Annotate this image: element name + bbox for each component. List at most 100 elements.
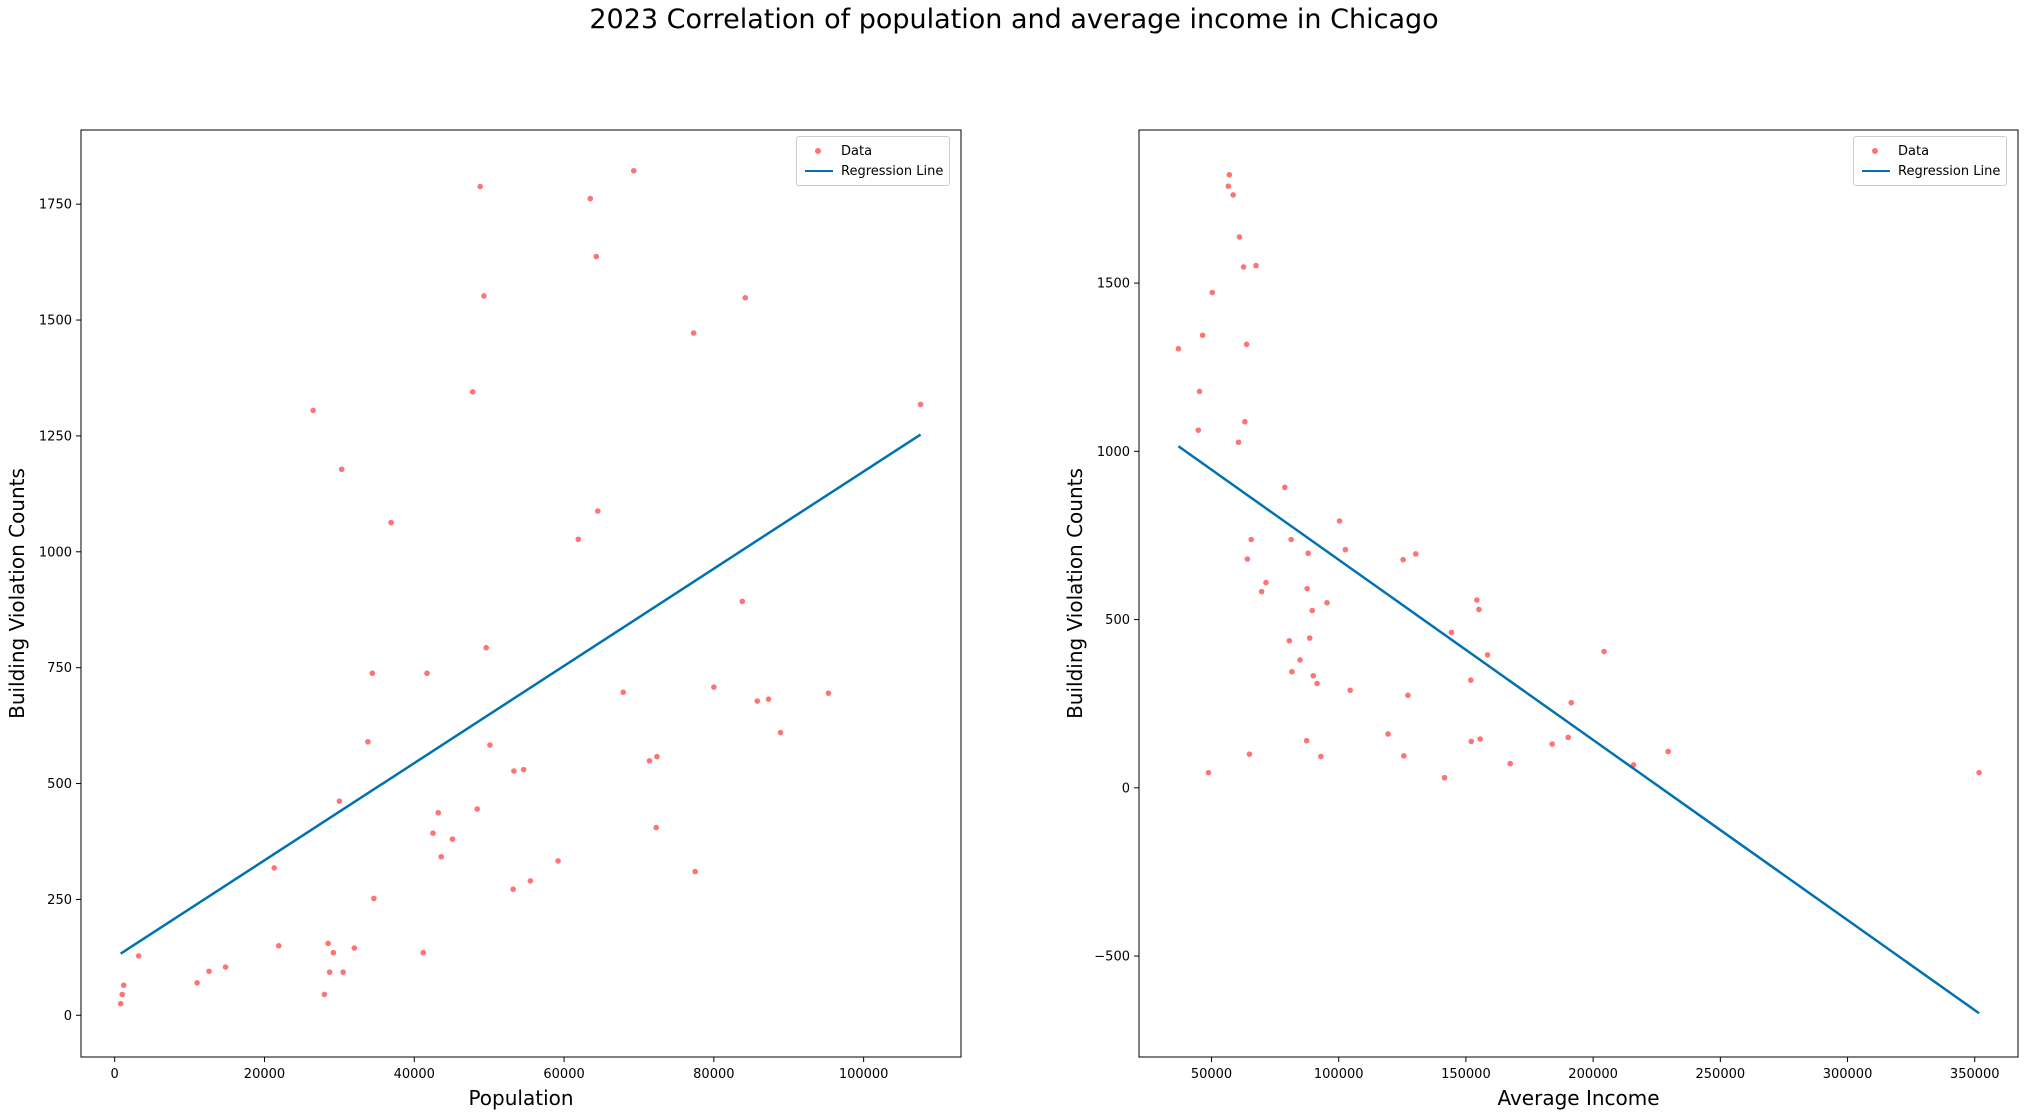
y-tick-label: 1000 bbox=[1097, 445, 1130, 460]
data-point bbox=[325, 940, 331, 947]
data-point bbox=[1665, 748, 1671, 755]
y-tick-label: 1250 bbox=[39, 429, 72, 444]
data-point bbox=[388, 519, 394, 526]
data-point bbox=[1225, 183, 1232, 189]
data-point bbox=[117, 1000, 124, 1007]
data-point bbox=[487, 742, 493, 748]
legend-marker-dot bbox=[815, 148, 821, 154]
data-point bbox=[351, 945, 358, 951]
data-point bbox=[646, 758, 653, 764]
data-point bbox=[630, 167, 637, 174]
x-tick-label: 40000 bbox=[394, 1067, 435, 1082]
data-point bbox=[424, 670, 430, 677]
legend-entry-data: Data bbox=[803, 141, 943, 161]
data-point bbox=[754, 698, 761, 704]
data-point bbox=[1230, 192, 1236, 198]
data-point bbox=[654, 753, 660, 760]
data-point bbox=[620, 689, 627, 696]
data-point bbox=[474, 806, 480, 812]
plot-frame bbox=[80, 129, 962, 1058]
regression-line bbox=[120, 433, 922, 955]
data-point bbox=[825, 690, 832, 696]
data-point bbox=[1601, 648, 1607, 655]
data-point bbox=[520, 766, 527, 773]
data-point bbox=[1175, 345, 1182, 352]
y-tick-label: 500 bbox=[1105, 613, 1130, 628]
data-point bbox=[369, 670, 376, 677]
data-point bbox=[1476, 606, 1482, 613]
data-point bbox=[1468, 738, 1475, 745]
legend-entry-data: Data bbox=[1860, 141, 2000, 161]
data-point bbox=[1549, 741, 1555, 747]
x-tick-label: 100000 bbox=[1314, 1067, 1364, 1082]
y-tick-label: 750 bbox=[47, 661, 72, 676]
data-point bbox=[365, 739, 371, 745]
data-point bbox=[1281, 484, 1288, 491]
y-tick-label: 0 bbox=[1122, 781, 1130, 796]
data-point bbox=[1199, 332, 1206, 339]
data-point bbox=[435, 809, 442, 816]
data-point bbox=[593, 253, 600, 260]
legend-marker-line bbox=[805, 170, 833, 172]
data-point bbox=[1565, 734, 1571, 741]
data-point bbox=[1342, 546, 1349, 553]
data-point bbox=[1240, 264, 1247, 270]
data-point bbox=[777, 729, 784, 736]
figure-title: 2023 Correlation of population and avera… bbox=[589, 4, 1439, 35]
data-point bbox=[1288, 536, 1294, 543]
data-point bbox=[469, 389, 476, 395]
data-point bbox=[1209, 289, 1216, 296]
data-point bbox=[1304, 585, 1310, 592]
data-point bbox=[1305, 550, 1311, 557]
data-point bbox=[1324, 599, 1330, 606]
legend-income: Data Regression Line bbox=[1853, 136, 2008, 186]
data-point bbox=[1448, 629, 1455, 636]
data-point bbox=[1314, 680, 1320, 687]
data-point bbox=[336, 798, 343, 804]
data-point bbox=[1195, 427, 1202, 433]
x-tick-label: 200000 bbox=[1568, 1067, 1618, 1082]
data-point bbox=[310, 407, 316, 414]
legend-marker-line bbox=[1862, 170, 1890, 172]
data-point bbox=[1235, 439, 1242, 446]
data-point bbox=[194, 980, 200, 986]
data-point bbox=[711, 684, 717, 690]
x-tick-label: 50000 bbox=[1191, 1067, 1232, 1082]
legend-label-regression: Regression Line bbox=[1898, 163, 2001, 179]
data-point bbox=[587, 195, 594, 202]
data-point bbox=[340, 969, 346, 975]
data-point bbox=[120, 982, 127, 988]
data-point bbox=[338, 466, 345, 473]
y-tick-label: 0 bbox=[64, 1009, 72, 1024]
data-point bbox=[1196, 388, 1203, 395]
data-point bbox=[575, 536, 582, 543]
data-point bbox=[1263, 579, 1269, 586]
data-point bbox=[510, 886, 516, 893]
legend-label-regression: Regression Line bbox=[841, 163, 944, 179]
data-point bbox=[1976, 769, 1982, 776]
data-point bbox=[1474, 597, 1480, 603]
data-point bbox=[1318, 753, 1324, 760]
data-point bbox=[371, 895, 377, 902]
data-point bbox=[1258, 588, 1265, 595]
legend-population: Data Regression Line bbox=[796, 136, 951, 186]
data-point bbox=[594, 508, 601, 514]
data-point bbox=[275, 942, 282, 949]
data-point bbox=[1306, 635, 1313, 641]
data-point bbox=[326, 969, 333, 975]
data-point bbox=[1401, 753, 1407, 759]
data-point bbox=[1289, 668, 1295, 675]
data-point bbox=[1310, 672, 1317, 679]
data-point bbox=[739, 598, 746, 605]
legend-marker-dot bbox=[1872, 148, 1878, 154]
data-point bbox=[742, 294, 749, 301]
data-point bbox=[222, 964, 229, 970]
y-tick-label: 500 bbox=[47, 777, 72, 792]
x-tick-label: 350000 bbox=[1950, 1067, 2000, 1082]
data-point bbox=[1484, 652, 1491, 658]
data-point bbox=[321, 991, 328, 998]
y-tick-label: 1500 bbox=[39, 314, 72, 329]
data-point bbox=[477, 183, 483, 190]
legend-entry-regression: Regression Line bbox=[803, 161, 943, 181]
